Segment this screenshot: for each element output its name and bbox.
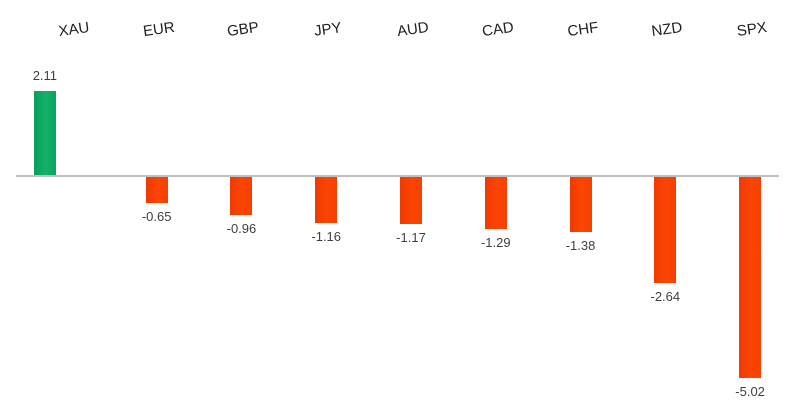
zero-axis-line [16, 175, 779, 177]
value-label-jpy: -1.16 [311, 229, 342, 244]
bar-chf [569, 177, 592, 232]
value-label-gbp: -0.96 [226, 221, 257, 236]
value-label-aud: -1.17 [396, 230, 426, 245]
bar-spx [739, 177, 762, 378]
category-label-nzd: NZD [650, 18, 684, 41]
bar-nzd [654, 177, 677, 283]
category-label-gbp: GBP [226, 18, 261, 41]
category-label-xau: XAU [57, 18, 91, 41]
category-label-spx: SPX [735, 18, 769, 41]
category-label-chf: CHF [566, 18, 599, 41]
value-label-chf: -1.38 [565, 238, 596, 253]
bar-jpy [315, 177, 338, 223]
category-label-eur: EUR [141, 18, 176, 41]
bar-aud [400, 177, 422, 224]
category-label-jpy: JPY [313, 19, 343, 40]
category-label-cad: CAD [480, 18, 515, 41]
bar-gbp [230, 177, 253, 215]
bar-eur [145, 177, 168, 203]
value-label-nzd: -2.64 [650, 289, 681, 304]
value-label-spx: -5.02 [735, 384, 765, 399]
bar-cad [484, 177, 507, 229]
value-label-cad: -1.29 [480, 235, 511, 250]
category-label-aud: AUD [396, 18, 430, 41]
bar-xau [33, 91, 56, 175]
value-label-eur: -0.65 [141, 209, 172, 224]
value-label-xau: 2.11 [32, 68, 58, 83]
